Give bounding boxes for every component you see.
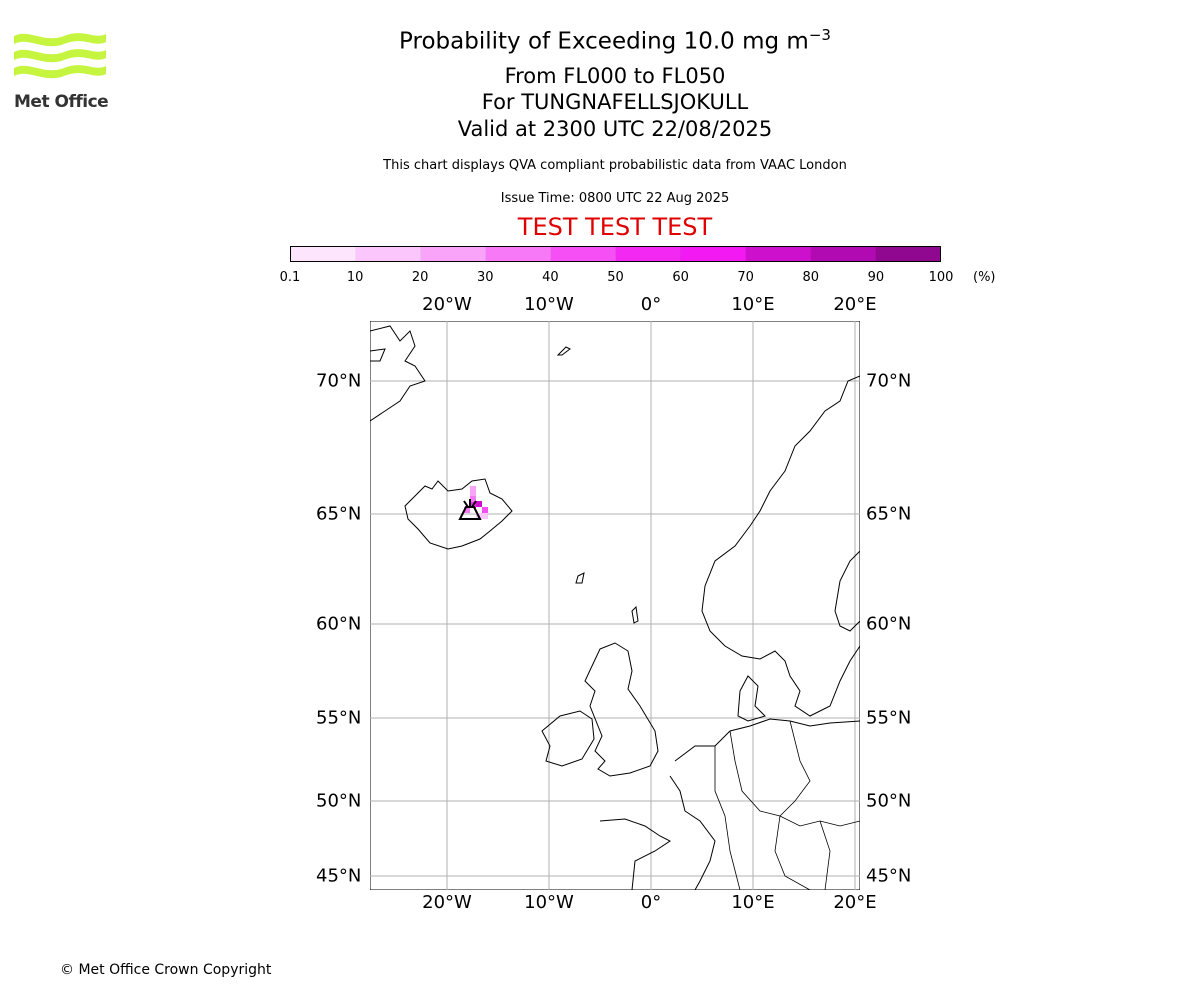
coastlines xyxy=(370,325,860,890)
latitude-label-right: 45°N xyxy=(866,865,912,887)
longitude-label-top: 0° xyxy=(640,294,662,315)
greenland-coast xyxy=(370,325,426,422)
colorbar-segment xyxy=(486,247,551,261)
denmark-coast xyxy=(737,675,766,722)
colorbar-tick-label: 50 xyxy=(607,270,624,285)
colorbar-unit: (%) xyxy=(973,270,996,285)
latitude-label-right: 50°N xyxy=(866,790,912,812)
met-office-logo xyxy=(14,33,106,79)
longitude-label-bottom: 10°E xyxy=(731,892,775,913)
latitude-label-left: 65°N xyxy=(316,503,362,525)
longitude-label-top: 10°W xyxy=(524,294,574,315)
latitude-label-left: 70°N xyxy=(316,370,362,392)
latitude-label-left: 55°N xyxy=(316,707,362,729)
colorbar-segment xyxy=(681,247,746,261)
colorbar-segment xyxy=(811,247,876,261)
flight-levels: From FL000 to FL050 xyxy=(504,64,726,88)
colorbar-tick-label: 30 xyxy=(477,270,494,285)
colorbar-tick-label: 0.1 xyxy=(279,270,301,285)
latitude-label-left: 45°N xyxy=(316,865,362,887)
colorbar-tick-label: 80 xyxy=(802,270,820,285)
chart-description: This chart displays QVA compliant probab… xyxy=(383,158,847,173)
shetland xyxy=(631,605,639,624)
test-banner: TEST TEST TEST xyxy=(517,213,713,241)
copyright-notice: © Met Office Crown Copyright xyxy=(60,962,272,978)
colorbar-segment xyxy=(551,247,616,261)
colorbar-tick-label: 60 xyxy=(672,270,689,285)
colorbar-tick-label: 90 xyxy=(867,270,885,285)
great-britain-coast xyxy=(584,642,659,777)
colorbar-segment xyxy=(291,247,356,261)
colorbar-tick-label: 20 xyxy=(411,270,429,285)
colorbar-segment xyxy=(356,247,421,261)
latitude-label-right: 70°N xyxy=(866,370,912,392)
longitude-label-bottom: 20°E xyxy=(833,892,877,913)
scandinavia-coast xyxy=(701,375,860,717)
latitude-label-right: 60°N xyxy=(866,613,912,635)
jan-mayen xyxy=(556,346,571,356)
valid-time: Valid at 2300 UTC 22/08/2025 xyxy=(457,117,773,141)
colorbar-segment xyxy=(876,247,940,261)
europe-coast xyxy=(674,718,860,762)
map-panel xyxy=(370,321,860,890)
colorbar-segment xyxy=(616,247,681,261)
issue-time: Issue Time: 0800 UTC 22 Aug 2025 xyxy=(500,191,730,206)
colorbar-tick-label: 100 xyxy=(928,270,954,285)
faroe-islands xyxy=(575,572,585,584)
longitude-label-top: 10°E xyxy=(731,294,775,315)
colorbar-tick-label: 70 xyxy=(737,270,754,285)
longitude-label-bottom: 10°W xyxy=(524,892,574,913)
ireland-coast xyxy=(541,710,595,767)
longitude-label-top: 20°W xyxy=(422,294,472,315)
latitude-label-right: 65°N xyxy=(866,503,912,525)
colorbar-segment xyxy=(746,247,811,261)
longitude-label-top: 20°E xyxy=(833,294,877,315)
probability-colorbar xyxy=(290,246,941,262)
volcano-icon xyxy=(458,499,482,520)
colorbar-tick-label: 10 xyxy=(346,270,364,285)
map-gridlines xyxy=(370,321,860,890)
chart-title: Probability of Exceeding 10.0 mg m−3 xyxy=(399,26,831,55)
volcano-location: For TUNGNAFELLSJOKULL xyxy=(481,90,749,114)
latitude-label-right: 55°N xyxy=(866,707,912,729)
latitude-label-left: 60°N xyxy=(316,613,362,635)
colorbar-tick-label: 40 xyxy=(542,270,559,285)
iceland-coast xyxy=(404,478,513,550)
longitude-label-bottom: 0° xyxy=(640,892,662,913)
logo-text: Met Office xyxy=(14,92,109,112)
colorbar-segment xyxy=(421,247,486,261)
latitude-label-left: 50°N xyxy=(316,790,362,812)
longitude-label-bottom: 20°W xyxy=(422,892,472,913)
